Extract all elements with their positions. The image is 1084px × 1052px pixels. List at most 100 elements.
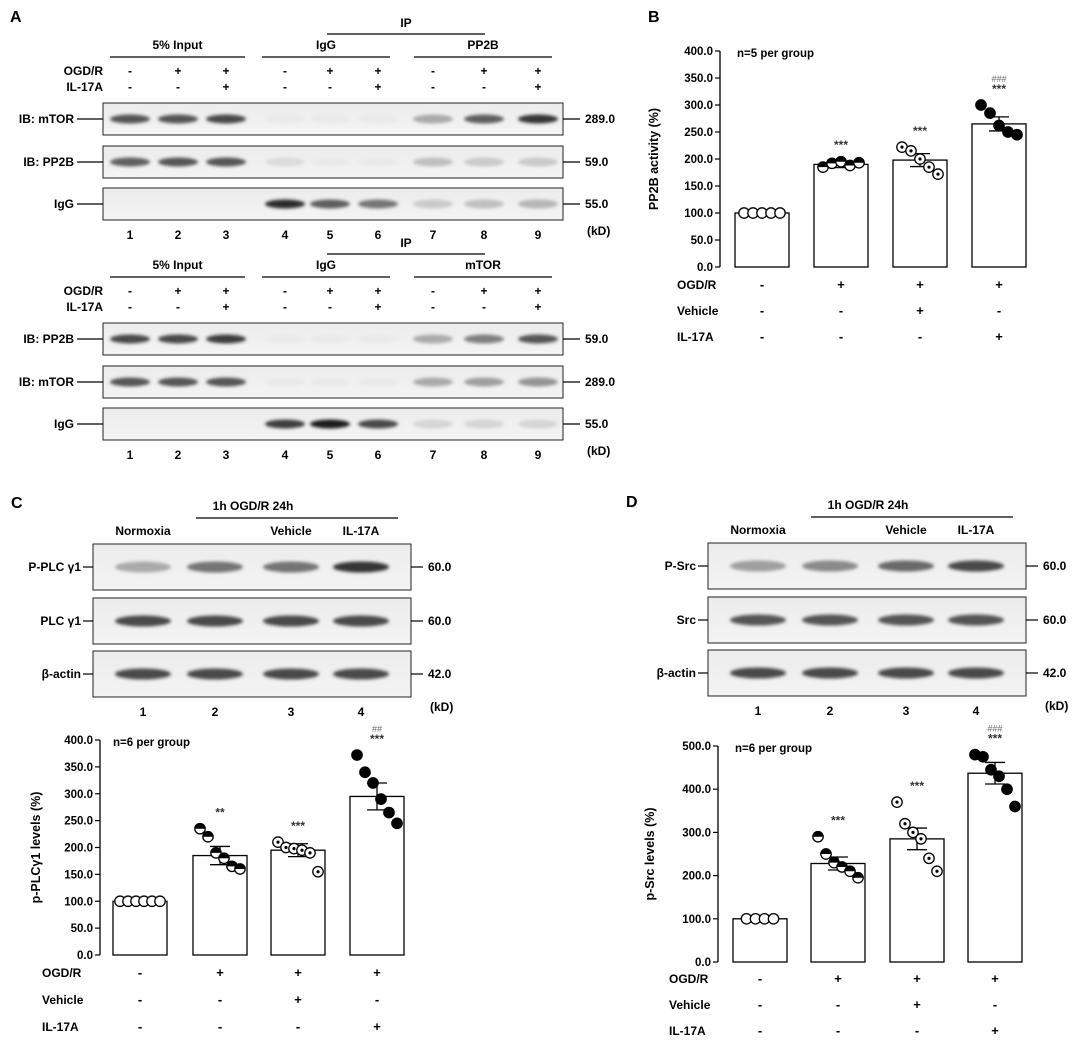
band [518,419,558,429]
band [310,334,350,344]
band [802,614,858,626]
band [878,560,934,572]
data-point-center [300,848,304,852]
band [518,157,558,167]
band [358,334,398,344]
group-label: PP2B [467,38,499,52]
y-tick-label: 200.0 [684,154,713,166]
blot-label: β-actin [657,666,696,680]
y-tick-label: 150.0 [684,181,713,193]
band [310,377,350,387]
sign: + [480,64,487,78]
band [413,114,453,124]
band [518,377,558,387]
blot-2 [92,650,412,698]
data-point [975,99,987,111]
blot-label: PLC γ1 [40,614,81,628]
lane-number: 1 [755,704,762,718]
sign: + [374,80,381,94]
band [265,199,305,209]
treatment-sign: - [760,303,764,318]
sign: + [174,284,181,298]
band [518,114,558,124]
data-point [993,770,1005,783]
y-tick-label: 400.0 [64,735,93,747]
band [310,199,350,209]
mw-label: 59.0 [585,155,609,169]
y-tick-label: 150.0 [64,869,93,881]
data-point-center [918,157,922,161]
ip-label: IP [400,16,411,30]
band [730,667,786,679]
unit-label: (kD) [587,224,610,238]
lane-number: 3 [288,705,295,719]
treatment-sign: - [218,992,222,1007]
sign: - [283,300,287,314]
sign: + [326,284,333,298]
data-point-center [292,846,296,851]
sign: + [374,64,381,78]
significance-mark-2: ### [987,724,1002,734]
y-axis-label: p-Src levels (%) [643,807,657,900]
data-point-center [919,837,923,841]
lane-number: 6 [375,448,382,462]
significance-mark: *** [370,732,384,746]
treatment-sign: - [993,997,997,1012]
treatment-sign: + [995,329,1003,344]
band [158,334,198,344]
sign: - [128,80,132,94]
lane-number: 9 [535,228,542,242]
band [263,668,319,680]
band [464,114,504,124]
sign: - [431,64,435,78]
panel-label-b: B [648,9,660,26]
band [206,114,246,124]
band [358,114,398,124]
band [265,334,305,344]
data-point-half [835,156,847,162]
sign: + [534,300,541,314]
sign: - [283,80,287,94]
lane-number: 4 [358,705,365,719]
lane-number: 1 [127,228,134,242]
treatment-sign: - [218,1019,222,1034]
treatment-label: Vehicle [42,993,84,1007]
lane-number: 1 [140,705,147,719]
blot-1 [102,365,564,399]
mw-label: 42.0 [1043,666,1067,680]
band [158,157,198,167]
band [413,199,453,209]
data-point-center [936,172,940,176]
y-tick-label: 400.0 [682,784,711,796]
data-point-half [844,866,856,872]
sign: + [374,300,381,314]
blot-2 [707,649,1027,697]
sign: - [176,300,180,314]
treatment-sign: + [216,965,224,980]
band [115,668,171,680]
treatment-sign: - [918,329,922,344]
col-label: Vehicle [270,524,312,538]
mw-label: 55.0 [585,417,609,431]
group-label: IgG [316,258,336,272]
treatment-label: Vehicle [669,998,711,1012]
sign: - [482,300,486,314]
treatment-sign: + [995,277,1003,292]
band [518,199,558,209]
band [464,377,504,387]
blot-label: P-Src [665,559,697,573]
band [187,615,243,627]
lane-number: 2 [827,704,834,718]
band [333,668,389,680]
band [413,334,453,344]
y-tick-label: 200.0 [64,843,93,855]
band [802,667,858,679]
blot-1 [92,597,412,645]
sign: + [222,300,229,314]
treatment-sign: - [915,1023,919,1038]
y-tick-label: 250.0 [684,127,713,139]
treatment-sign: + [991,1023,999,1038]
sign: - [431,284,435,298]
n-note: n=6 per group [735,743,812,755]
band [110,334,150,344]
